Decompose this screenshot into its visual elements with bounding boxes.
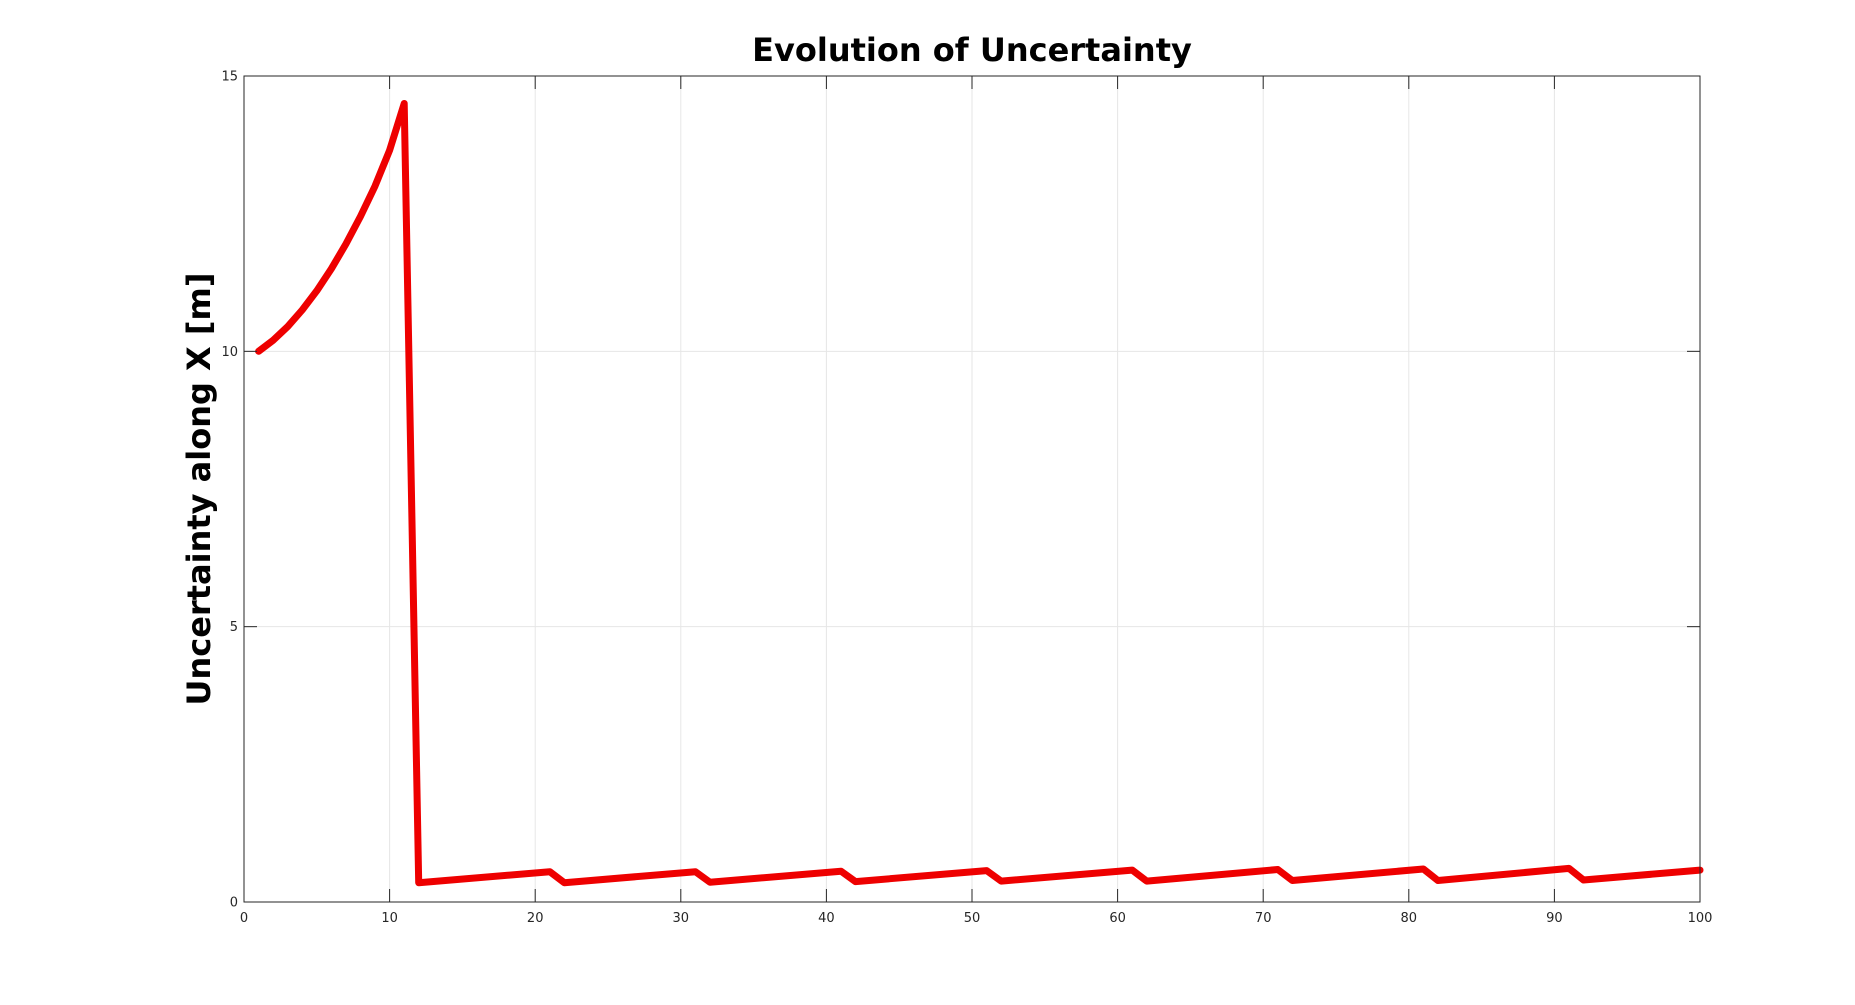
x-tick-label: 20	[527, 911, 544, 926]
chart-title: Evolution of Uncertainty	[752, 31, 1192, 69]
ticks	[243, 75, 1701, 903]
x-tick-label: 40	[818, 911, 835, 926]
y-tick-label: 0	[230, 896, 238, 911]
x-tick-labels: 0 10 20 30 40 50 60 70 80 90 100	[240, 911, 1713, 926]
y-tick-label: 10	[221, 345, 238, 360]
x-tick-label: 60	[1109, 911, 1126, 926]
x-tick-label: 50	[964, 911, 981, 926]
x-tick-label: 70	[1255, 911, 1272, 926]
series-line	[255, 100, 1704, 887]
x-tick-label: 30	[673, 911, 690, 926]
grid-lines	[244, 76, 1700, 902]
y-tick-label: 15	[221, 70, 238, 85]
y-axis-label: Uncertainty along X [m]	[180, 273, 218, 706]
y-tick-labels: 0 5 10 15	[221, 70, 238, 911]
y-tick-label: 5	[230, 620, 238, 635]
x-tick-label: 100	[1688, 911, 1713, 926]
x-tick-label: 80	[1401, 911, 1418, 926]
x-tick-label: 90	[1546, 911, 1563, 926]
series-layer	[255, 100, 1704, 887]
x-tick-label: 10	[381, 911, 398, 926]
x-tick-label: 0	[240, 911, 248, 926]
